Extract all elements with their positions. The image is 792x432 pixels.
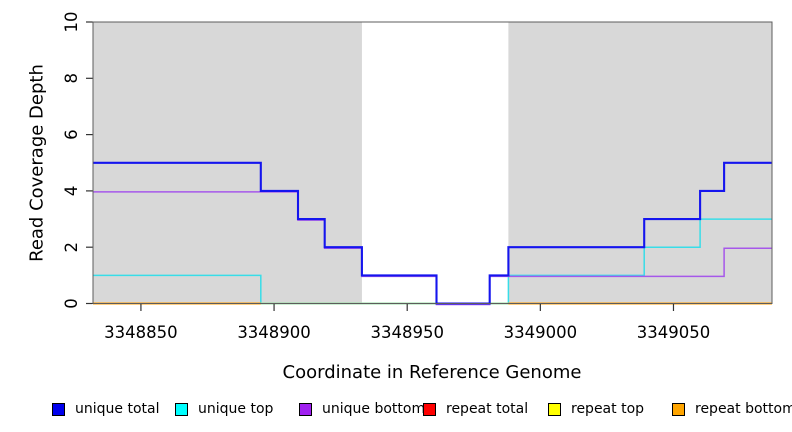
- x-tick-label: 3348850: [104, 323, 178, 342]
- x-tick-label: 3349000: [504, 323, 578, 342]
- legend-item-repeat-top: repeat top: [548, 401, 644, 417]
- repeat-total-swatch: [423, 402, 436, 416]
- legend-item-unique-top: unique top: [175, 401, 273, 417]
- y-tick-label: 10: [62, 12, 81, 33]
- unique-total-swatch: [52, 402, 65, 416]
- legend-item-unique-bottom: unique bottom: [299, 401, 425, 417]
- legend-item-repeat-bottom: repeat bottom: [672, 401, 792, 417]
- x-tick-label: 3348900: [237, 323, 311, 342]
- legend-label: repeat bottom: [695, 401, 792, 417]
- y-axis-title: Read Coverage Depth: [26, 64, 48, 262]
- unique-top-swatch: [175, 402, 188, 416]
- repeat-bottom-swatch: [672, 402, 685, 416]
- unique-bottom-swatch: [299, 402, 312, 416]
- legend-label: unique bottom: [322, 401, 426, 417]
- legend-label: repeat total: [446, 401, 529, 417]
- x-axis-title: Coordinate in Reference Genome: [282, 362, 582, 383]
- y-tick-label: 0: [62, 298, 81, 309]
- legend-label: unique total: [75, 401, 160, 417]
- unique-top-line: [93, 218, 772, 305]
- y-tick-label: 8: [62, 73, 81, 84]
- repeat-top-swatch: [548, 402, 561, 416]
- x-tick-label: 3348950: [370, 323, 444, 342]
- legend: unique total unique top unique bottom re…: [0, 401, 792, 421]
- plot-box: [92, 21, 773, 304]
- legend-label: repeat top: [571, 401, 645, 417]
- y-tick-label: 4: [62, 186, 81, 197]
- legend-item-repeat-total: repeat total: [423, 401, 528, 417]
- x-tick-label: 3349050: [637, 323, 711, 342]
- legend-label: unique top: [198, 401, 274, 417]
- y-tick-label: 2: [62, 242, 81, 253]
- legend-item-unique-total: unique total: [52, 401, 159, 417]
- y-tick-label: 6: [62, 129, 81, 140]
